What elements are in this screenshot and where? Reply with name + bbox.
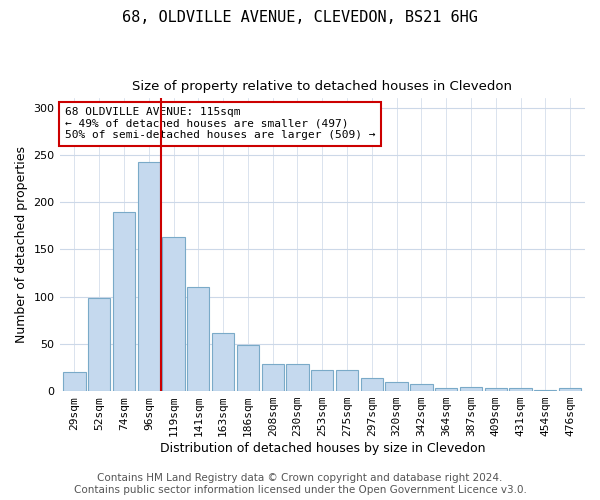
Bar	[262, 364, 284, 391]
Y-axis label: Number of detached properties: Number of detached properties	[15, 146, 28, 343]
Bar	[311, 370, 334, 391]
Bar	[385, 382, 408, 391]
Bar	[509, 388, 532, 391]
Bar	[137, 162, 160, 391]
Bar	[286, 364, 308, 391]
Bar	[410, 384, 433, 391]
Bar	[63, 372, 86, 391]
X-axis label: Distribution of detached houses by size in Clevedon: Distribution of detached houses by size …	[160, 442, 485, 455]
Bar	[237, 345, 259, 391]
Bar	[336, 370, 358, 391]
Bar	[212, 332, 234, 391]
Bar	[187, 287, 209, 391]
Bar	[460, 388, 482, 391]
Bar	[361, 378, 383, 391]
Bar	[435, 388, 457, 391]
Text: Contains HM Land Registry data © Crown copyright and database right 2024.
Contai: Contains HM Land Registry data © Crown c…	[74, 474, 526, 495]
Bar	[163, 237, 185, 391]
Bar	[485, 388, 507, 391]
Bar	[559, 388, 581, 391]
Text: 68 OLDVILLE AVENUE: 115sqm
← 49% of detached houses are smaller (497)
50% of sem: 68 OLDVILLE AVENUE: 115sqm ← 49% of deta…	[65, 107, 375, 140]
Title: Size of property relative to detached houses in Clevedon: Size of property relative to detached ho…	[132, 80, 512, 93]
Text: 68, OLDVILLE AVENUE, CLEVEDON, BS21 6HG: 68, OLDVILLE AVENUE, CLEVEDON, BS21 6HG	[122, 10, 478, 25]
Bar	[88, 298, 110, 391]
Bar	[534, 390, 556, 391]
Bar	[113, 212, 135, 391]
